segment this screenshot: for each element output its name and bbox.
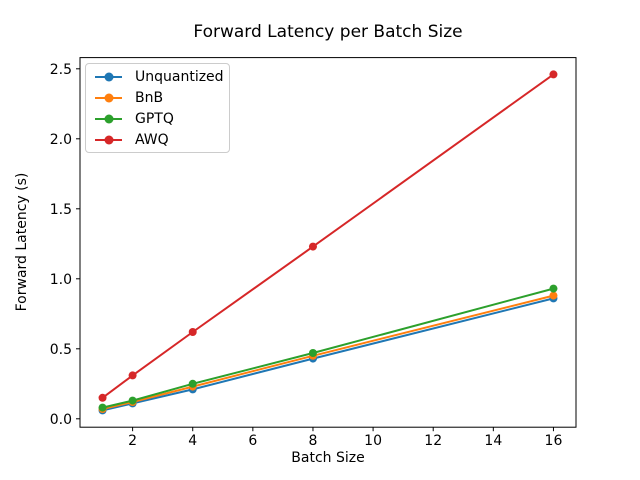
plot-spines xyxy=(79,57,577,428)
data-point-marker xyxy=(308,242,317,251)
legend-label: GPTQ xyxy=(135,110,174,127)
series-awq xyxy=(98,70,558,402)
y-tick-label: 0.0 xyxy=(50,412,72,428)
y-tick-label: 1.0 xyxy=(50,272,72,288)
legend-label: Unquantized xyxy=(135,68,224,85)
chart-title: Forward Latency per Batch Size xyxy=(193,22,463,42)
x-tick-label: 12 xyxy=(424,433,442,449)
data-point-marker xyxy=(549,284,558,293)
y-axis-label: Forward Latency (s) xyxy=(14,172,30,312)
data-point-marker xyxy=(549,291,558,300)
legend-item-unquantized: Unquantized xyxy=(86,66,229,87)
data-point-marker xyxy=(188,328,197,336)
x-tick-label: 16 xyxy=(545,433,563,449)
data-point-marker xyxy=(308,349,317,357)
legend-marker-icon xyxy=(95,135,122,144)
legend-marker-icon xyxy=(95,93,122,102)
legend-item-awq: AWQ xyxy=(86,129,229,150)
data-point-marker xyxy=(98,403,107,412)
y-tick-label: 1.5 xyxy=(50,202,72,218)
legend-item-gptq: GPTQ xyxy=(86,108,229,129)
legend-item-bnb: BnB xyxy=(86,87,229,108)
y-axis: 0.0 0.5 1.0 1.5 2.0 2.5 xyxy=(50,62,80,428)
series-line xyxy=(102,297,554,412)
data-point-marker xyxy=(128,396,137,405)
y-tick-label: 2.5 xyxy=(50,62,72,78)
x-tick-label: 4 xyxy=(188,433,197,449)
legend-marker-icon xyxy=(95,114,122,123)
x-axis-label: Batch Size xyxy=(291,450,365,466)
x-tick-label: 14 xyxy=(484,433,502,449)
x-axis: 2 4 6 8 10 12 14 16 xyxy=(128,427,562,449)
x-tick-label: 2 xyxy=(128,433,137,449)
x-tick-label: 8 xyxy=(309,433,318,449)
y-tick-label: 0.5 xyxy=(50,342,72,358)
legend-label: AWQ xyxy=(135,131,169,148)
legend-marker-icon xyxy=(95,72,122,81)
data-point-marker xyxy=(188,379,197,388)
series-line xyxy=(102,294,554,410)
legend-label: BnB xyxy=(135,89,164,106)
legend: Unquantized BnB GPTQ AWQ xyxy=(85,63,230,153)
data-point-marker xyxy=(128,371,137,380)
y-tick-label: 2.0 xyxy=(50,132,72,148)
data-point-marker xyxy=(549,70,558,79)
data-point-marker xyxy=(98,393,107,402)
x-tick-label: 6 xyxy=(248,433,257,449)
x-tick-label: 10 xyxy=(364,433,382,449)
series-gptq xyxy=(98,284,558,412)
